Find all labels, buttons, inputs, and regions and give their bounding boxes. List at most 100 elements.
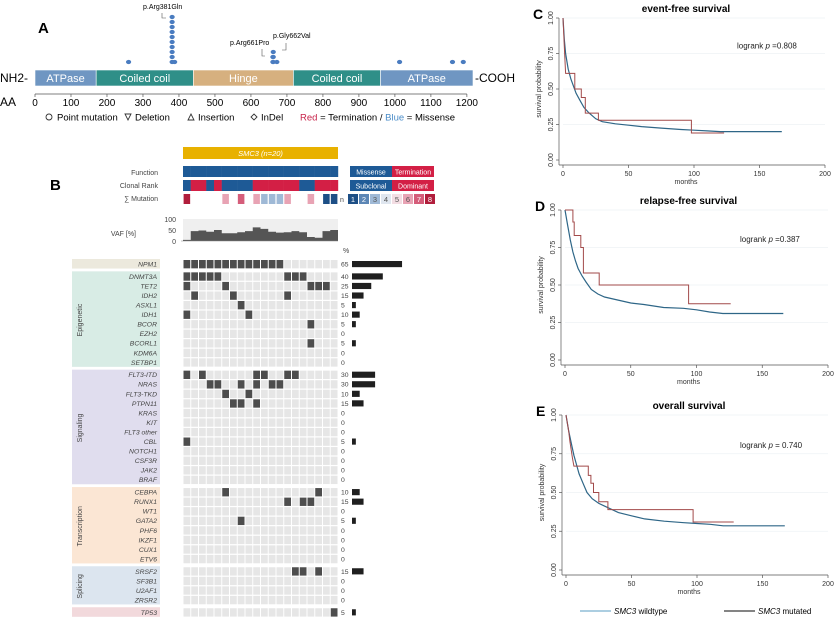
label-leader <box>261 49 265 57</box>
gene-pct-label: 0 <box>341 537 345 544</box>
mutation-cell-empty <box>292 418 299 427</box>
mutation-cell-empty <box>268 399 276 408</box>
mutation-cell-empty <box>276 418 284 427</box>
mutation-cell-empty <box>230 456 237 465</box>
mutation-cell-empty <box>222 348 229 358</box>
protein-domains: ATPase Coiled coil Hinge Coiled coil ATPase <box>34 69 474 87</box>
gene-label: KDM6A <box>134 350 158 357</box>
mutation-cell-empty <box>245 281 253 291</box>
gene-label: NPM1 <box>138 262 157 269</box>
mutation-cell-empty <box>191 281 198 291</box>
mutation-cell-empty <box>284 358 291 367</box>
mutation-cell-empty <box>299 576 307 586</box>
mutation-cell-empty <box>323 301 330 310</box>
mutation-cell-empty <box>307 516 315 526</box>
mutation-point <box>169 24 175 30</box>
mutation-cell-empty <box>284 320 291 329</box>
clonal-rank-cell <box>190 180 199 191</box>
mutation-cell-empty <box>330 516 338 526</box>
n-terminus-label: NH2- <box>0 71 28 85</box>
series-wildtype-line <box>564 209 784 315</box>
mutation-cell-empty <box>315 339 322 348</box>
aa-tick-label: 600 <box>243 98 260 109</box>
mutation-cell-empty <box>222 291 229 300</box>
mutation-cell-empty <box>214 545 222 554</box>
mutation-cell-empty <box>237 576 245 586</box>
legend-count-label: 7 <box>417 195 421 204</box>
mutation-cell-empty <box>276 497 284 506</box>
mutation-cell-empty <box>245 488 253 497</box>
mutation-cell-empty <box>214 291 222 300</box>
y-tick-label: 0.75 <box>550 241 557 255</box>
gene-pct-label: 0 <box>341 528 345 535</box>
mutation-cell-filled <box>268 380 276 389</box>
mutation-cell-empty <box>206 399 214 408</box>
mutation-cell-empty <box>206 576 214 586</box>
mutation-cell-empty <box>299 389 307 399</box>
mutation-cell-empty <box>199 488 206 497</box>
clonal-rank-cell <box>283 180 292 191</box>
y-tick-label: 1.00 <box>550 203 557 217</box>
gene-label: CEBPA <box>134 490 157 497</box>
mutation-cell-empty <box>323 320 330 329</box>
mutation-cell-empty <box>268 427 276 437</box>
mutation-cell-filled <box>292 567 299 576</box>
mutation-cell-empty <box>222 507 229 516</box>
mutation-cell-empty <box>330 586 338 595</box>
mutation-cell-empty <box>276 339 284 348</box>
mutation-cell-empty <box>299 466 307 475</box>
mutation-cell-empty <box>199 301 206 310</box>
mutation-cell-empty <box>268 576 276 586</box>
vaf-tick-label: 100 <box>164 217 176 224</box>
gene-group-band <box>72 487 160 564</box>
mutation-cell-empty <box>253 545 260 554</box>
gene-pct-label: 40 <box>341 274 349 281</box>
mutation-cell-empty <box>315 320 322 329</box>
mutation-cell-empty <box>191 595 198 605</box>
mutation-cell-empty <box>253 437 260 446</box>
function-cell <box>214 166 222 177</box>
mutation-cell-empty <box>199 608 206 617</box>
gene-group-band <box>72 607 160 617</box>
legend-count-swatch <box>370 194 380 204</box>
mutation-cell-empty <box>183 475 191 485</box>
mutation-cell-empty <box>214 348 222 358</box>
mutation-cell-empty <box>276 516 284 526</box>
mutation-cell-empty <box>261 389 268 399</box>
mutation-cell-empty <box>245 507 253 516</box>
mutation-cell-empty <box>330 380 338 389</box>
mutation-cell-empty <box>315 475 322 485</box>
mutation-cell-filled <box>183 260 191 269</box>
mutation-cell-empty <box>323 535 330 545</box>
mutation-cell-empty <box>191 526 198 535</box>
mutation-cell-empty <box>299 554 307 564</box>
mutation-cell-empty <box>237 466 245 475</box>
mutation-cell-empty <box>222 272 229 281</box>
mutation-cell-empty <box>245 535 253 545</box>
mutation-cell-empty <box>245 358 253 367</box>
mutation-cell-filled <box>230 399 237 408</box>
mutation-cell-empty <box>199 418 206 427</box>
mutation-cell-empty <box>307 380 315 389</box>
mutation-cell-empty <box>284 576 291 586</box>
mutation-cell-empty <box>230 545 237 554</box>
mutation-cell-empty <box>199 535 206 545</box>
mutation-label-r661p: p.Arg661Pro <box>230 40 269 47</box>
mutation-cell-empty <box>299 339 307 348</box>
mutation-cell-empty <box>307 348 315 358</box>
mutation-cell-filled <box>284 272 291 281</box>
mutation-cell-empty <box>284 488 291 497</box>
mutation-cell-empty <box>268 329 276 338</box>
mutation-cell-empty <box>299 358 307 367</box>
mutation-cell-filled <box>214 260 222 269</box>
mutation-cell-empty <box>299 595 307 605</box>
domain-label: Hinge <box>229 73 258 85</box>
mutation-cell-empty <box>268 608 276 617</box>
gene-pct-label: 0 <box>341 547 345 554</box>
mutation-cell-empty <box>268 516 276 526</box>
mutation-cell-empty <box>253 516 260 526</box>
gene-pct-label: 0 <box>341 360 345 367</box>
mutation-cell-empty <box>292 586 299 595</box>
mutation-cell-empty <box>206 466 214 475</box>
mutation-cell-empty <box>323 507 330 516</box>
